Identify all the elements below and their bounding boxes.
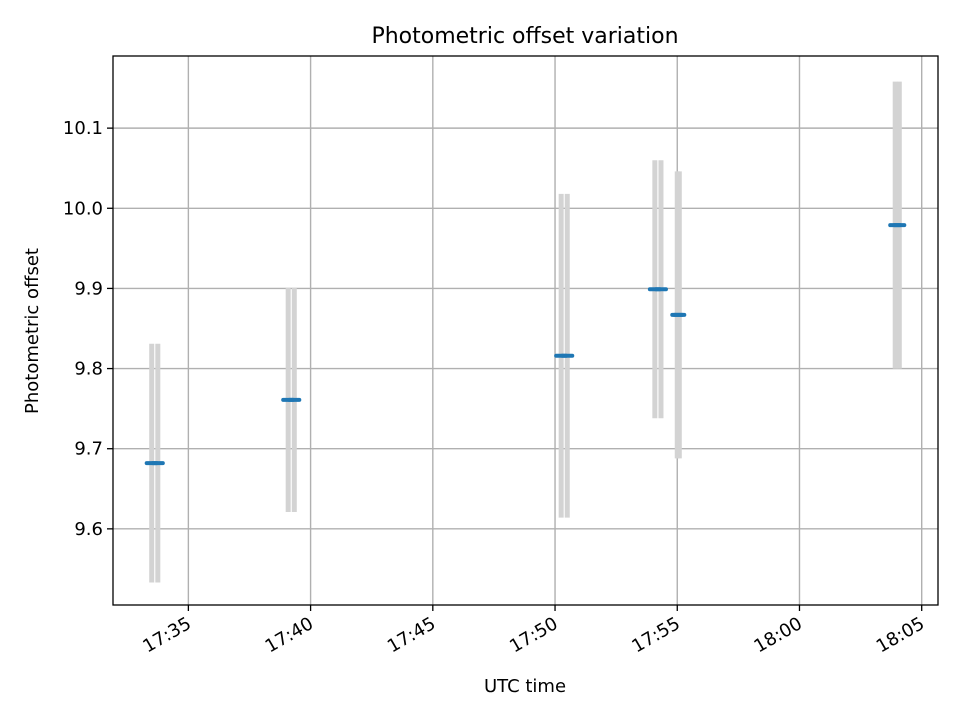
y-axis-ticks: 9.6 9.7 9.8 9.9 10.0 10.1 (63, 118, 113, 540)
x-axis-label: UTC time (484, 676, 566, 697)
y-tick-label: 9.7 (74, 439, 103, 460)
chart-title: Photometric offset variation (371, 24, 678, 49)
y-tick-label: 10.1 (63, 118, 103, 139)
y-tick-label: 9.9 (74, 278, 103, 299)
plot-area (113, 56, 938, 605)
grid (113, 56, 938, 605)
y-tick-label: 10.0 (63, 198, 103, 219)
data-points (144, 223, 907, 466)
plot-frame (112, 55, 939, 606)
y-tick-label: 9.6 (74, 519, 103, 540)
y-axis-label: Photometric offset (22, 248, 43, 414)
y-tick-label: 9.8 (74, 359, 103, 380)
